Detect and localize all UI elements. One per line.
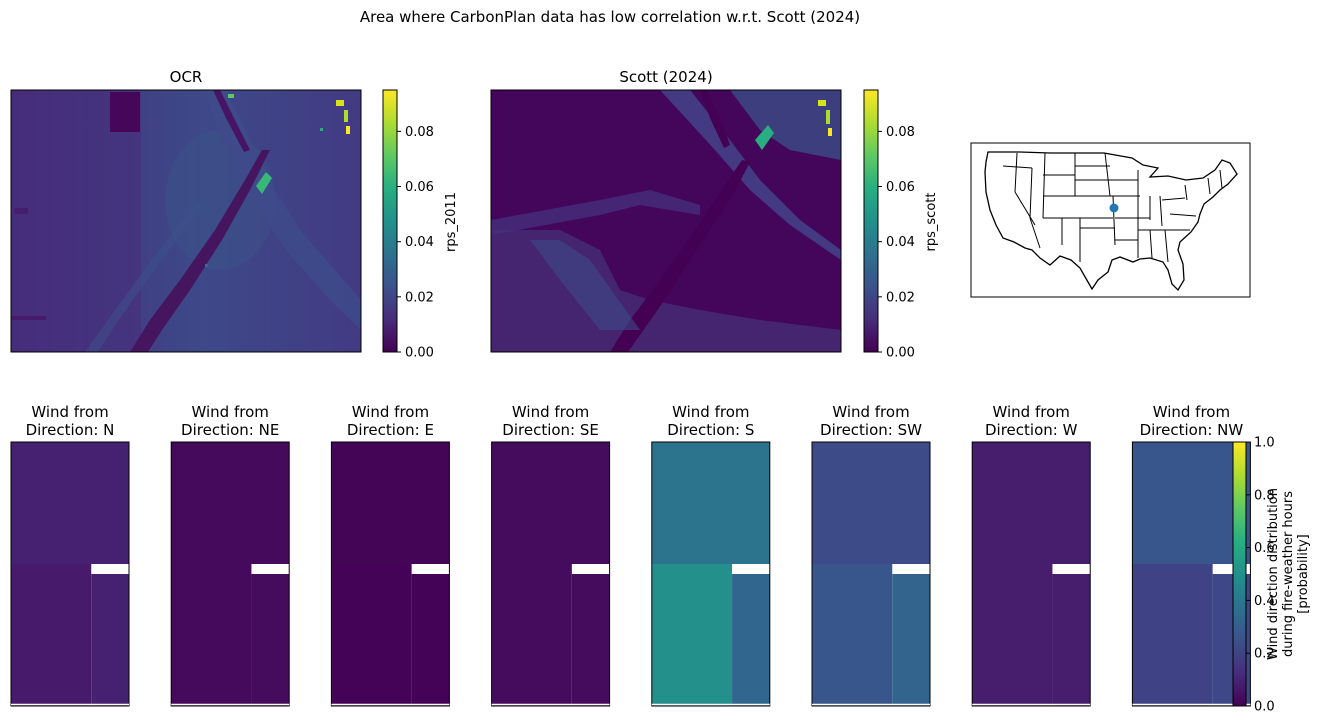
scott-colorbar-tick-label: 0.06 bbox=[886, 180, 915, 195]
wind-panel-title-line2: Direction: E bbox=[347, 421, 434, 439]
wind-colorbar-tick-label: 0.0 bbox=[1254, 700, 1275, 715]
wind-panel-lower-left-cell bbox=[812, 564, 893, 706]
wind-colorbar-tick-label: 1.0 bbox=[1254, 436, 1275, 451]
wind-panel-title-line2: Direction: NW bbox=[1140, 421, 1244, 439]
wind-panel-upper-cell bbox=[1132, 442, 1251, 564]
wind-colorbar-tick-label: 0.8 bbox=[1254, 488, 1275, 503]
wind-colorbar-label-line1: Wind direction distribution bbox=[1266, 488, 1281, 660]
ocr-colorbar: 0.00 0.02 0.04 0.06 0.08 rps_2011 bbox=[382, 89, 459, 361]
wind-panel-title-line2: Direction: NE bbox=[181, 421, 279, 439]
wind-panel-upper-cell bbox=[491, 442, 610, 564]
scott-colorbar-tick-label: 0.02 bbox=[886, 290, 915, 305]
wind-panel-frame bbox=[1131, 441, 1251, 707]
ocr-heatmap bbox=[11, 90, 361, 352]
wind-panel-frame bbox=[330, 441, 450, 707]
wind-panel-lower-left-cell bbox=[491, 564, 572, 706]
wind-panel-upper-cell bbox=[972, 442, 1091, 564]
wind-panel-frame bbox=[170, 441, 290, 707]
scott-heatmap bbox=[491, 90, 841, 352]
wind-panel-title-line2: Direction: W bbox=[985, 421, 1078, 439]
us-map-panel bbox=[970, 142, 1251, 298]
figure-suptitle: Area where CarbonPlan data has low corre… bbox=[360, 8, 860, 26]
wind-panel-lower-right-cell bbox=[91, 574, 129, 706]
wind-panel-frame bbox=[491, 441, 611, 707]
wind-panel-title-line2: Direction: SW bbox=[820, 421, 922, 439]
scott-title: Scott (2024) bbox=[619, 68, 712, 86]
wind-panel-title-line2: Direction: SE bbox=[502, 421, 599, 439]
scott-colorbar: 0.00 0.02 0.04 0.06 0.08 rps_scott bbox=[863, 89, 939, 361]
wind-panel-frame bbox=[10, 441, 130, 707]
wind-panel-title-line2: Direction: N bbox=[26, 421, 115, 439]
scott-colorbar-label: rps_scott bbox=[924, 193, 939, 252]
wind-panel-frame bbox=[971, 441, 1091, 707]
wind-panel-lower-right-cell bbox=[732, 574, 770, 706]
wind-panel-frame bbox=[651, 441, 771, 707]
wind-panel-title-line1: Wind from bbox=[993, 403, 1070, 421]
wind-panel-lower-right-cell bbox=[251, 574, 290, 706]
wind-panel-title-line1: Wind from bbox=[1153, 403, 1230, 421]
scott-panel: Scott (2024) bbox=[490, 68, 842, 353]
ocr-colorbar-tick-label: 0.02 bbox=[405, 290, 434, 305]
wind-panel-lower-right-cell bbox=[411, 574, 450, 706]
scott-colorbar-tick-label: 0.00 bbox=[886, 346, 915, 361]
wind-panel-lower-left-cell bbox=[11, 564, 92, 706]
ocr-colorbar-label: rps_2011 bbox=[444, 192, 459, 252]
wind-panel-lower-left-cell bbox=[171, 564, 252, 706]
wind-panel-lower-left-cell bbox=[651, 564, 733, 706]
wind-colorbar-tick-label: 0.6 bbox=[1254, 541, 1275, 556]
ocr-colorbar-tick-label: 0.06 bbox=[405, 180, 434, 195]
wind-panel-title-line1: Wind from bbox=[192, 403, 269, 421]
wind-panel-title-line2: Direction: S bbox=[667, 421, 754, 439]
wind-colorbar-tick-label: 0.2 bbox=[1254, 647, 1275, 662]
scott-colorbar-tick-label: 0.08 bbox=[886, 125, 915, 140]
wind-panel-lower-right-cell bbox=[892, 574, 930, 706]
ocr-colorbar-tick-label: 0.04 bbox=[405, 235, 434, 250]
location-marker bbox=[1109, 203, 1119, 213]
wind-panel-upper-cell bbox=[171, 442, 290, 564]
wind-panel-title-line1: Wind from bbox=[31, 403, 108, 421]
wind-panel-lower-left-cell bbox=[972, 564, 1053, 706]
wind-panel-title-line1: Wind from bbox=[672, 403, 749, 421]
wind-panel-upper-cell bbox=[11, 442, 129, 564]
us-outline bbox=[984, 151, 1238, 292]
ocr-colorbar-tick-label: 0.08 bbox=[405, 125, 434, 140]
wind-colorbar: 0.0 0.2 0.4 0.6 0.8 1.0 Wind direction distri… bbox=[1232, 436, 1311, 715]
ocr-panel: OCR bbox=[10, 68, 362, 353]
wind-colorbar-label-line2: during fire-weather hours bbox=[1281, 491, 1296, 657]
wind-panel-lower-left-cell bbox=[331, 564, 412, 706]
ocr-colorbar-tick-label: 0.00 bbox=[405, 346, 434, 361]
wind-panel-upper-cell bbox=[651, 442, 770, 564]
wind-panel-frame bbox=[811, 441, 931, 707]
wind-panel-lower-right-cell bbox=[571, 574, 610, 706]
wind-panel-title-line1: Wind from bbox=[352, 403, 429, 421]
wind-colorbar-label-line3: [probability] bbox=[1296, 534, 1311, 614]
ocr-title: OCR bbox=[170, 68, 203, 86]
scott-colorbar-tick-label: 0.04 bbox=[886, 235, 915, 250]
wind-panel-upper-cell bbox=[812, 442, 930, 564]
wind-panel-lower-left-cell bbox=[1132, 564, 1213, 706]
wind-panel-title-line1: Wind from bbox=[512, 403, 589, 421]
wind-colorbar-tick-label: 0.4 bbox=[1254, 594, 1275, 609]
wind-panel-title-line1: Wind from bbox=[832, 403, 909, 421]
wind-panel-upper-cell bbox=[331, 442, 450, 564]
wind-panel-lower-right-cell bbox=[1052, 574, 1091, 706]
